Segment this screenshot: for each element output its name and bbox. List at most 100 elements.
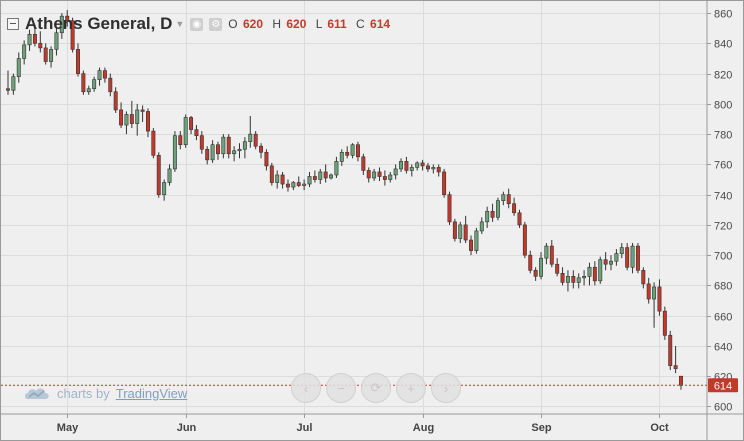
- candle-down: [253, 131, 258, 150]
- tradingview-link[interactable]: TradingView: [115, 385, 188, 401]
- candle-up: [485, 206, 490, 228]
- y-tick-label: 840: [714, 39, 732, 51]
- candle-body: [587, 266, 592, 277]
- y-axis[interactable]: 6006206406606807007207407607808008208408…: [707, 9, 732, 414]
- watermark-prefix: charts by: [57, 385, 110, 401]
- candle-body: [307, 176, 312, 185]
- candle-up: [135, 103, 140, 136]
- candle-body: [614, 253, 619, 262]
- x-tick-label: Sep: [531, 422, 551, 434]
- candle-up: [242, 137, 247, 159]
- candle-down: [425, 162, 430, 172]
- candle-up: [598, 256, 603, 284]
- candle-body: [630, 245, 635, 268]
- candle-body: [361, 156, 366, 171]
- symbol-title[interactable]: Athens General, D: [25, 14, 173, 33]
- candle-up: [334, 156, 339, 178]
- candle-body: [528, 254, 533, 271]
- candle-body: [641, 269, 646, 285]
- candle-down: [361, 153, 366, 175]
- last-price-label: 614: [714, 380, 732, 392]
- x-tick-label: Jul: [297, 422, 313, 434]
- candle-down: [641, 267, 646, 289]
- candle-body: [673, 365, 678, 369]
- plot-area[interactable]: [1, 1, 707, 414]
- candle-body: [533, 269, 538, 277]
- candle-down: [506, 188, 511, 209]
- y-tick-label: 700: [714, 251, 732, 263]
- ohlc-values: O 620 H 620 L 611 C 614: [228, 17, 396, 31]
- candle-down: [81, 70, 86, 95]
- candle-down: [469, 235, 473, 256]
- candle-down: [108, 73, 113, 97]
- zoom-out-button[interactable]: −: [326, 373, 356, 403]
- candle-down: [522, 221, 527, 259]
- candle-body: [280, 174, 285, 185]
- candle-body: [479, 221, 484, 232]
- candle-down: [668, 330, 673, 371]
- candle-body: [657, 286, 662, 312]
- caret-down-icon[interactable]: ▼: [175, 19, 185, 29]
- candle-up: [27, 29, 32, 51]
- reset-button[interactable]: ⟳: [361, 373, 391, 403]
- high-label: H: [272, 17, 282, 31]
- candle-body: [377, 171, 382, 177]
- candle-body: [183, 117, 188, 146]
- candle-body: [178, 135, 183, 146]
- minimize-icon[interactable]: [7, 18, 19, 30]
- zoom-in-button[interactable]: +: [396, 373, 426, 403]
- candle-body: [242, 141, 247, 150]
- candle-down: [65, 10, 70, 27]
- candle-up: [307, 171, 312, 188]
- candle-body: [189, 117, 194, 130]
- candle-body: [162, 182, 167, 195]
- candle-down: [285, 179, 290, 192]
- candle-up: [92, 76, 97, 92]
- candle-down: [269, 162, 274, 186]
- candle-body: [372, 171, 377, 179]
- candle-down: [38, 31, 43, 53]
- candle-up: [350, 143, 355, 159]
- candle-down: [102, 67, 107, 83]
- eye-icon[interactable]: ◉: [190, 17, 204, 31]
- last-price-tag: 614: [708, 378, 738, 393]
- candle-up: [630, 243, 635, 274]
- cloud-logo-icon: [25, 388, 49, 399]
- candle-down: [151, 128, 156, 159]
- candle-body: [11, 76, 16, 91]
- candle-body: [452, 221, 457, 239]
- candle-body: [226, 136, 231, 155]
- candle-down: [140, 105, 145, 123]
- candle-body: [560, 273, 565, 283]
- gear-icon[interactable]: ⚙: [209, 17, 223, 31]
- candle-down: [76, 43, 80, 77]
- candle-body: [156, 155, 161, 195]
- candle-down: [404, 156, 409, 174]
- y-tick-label: 780: [714, 130, 732, 142]
- candle-down: [662, 306, 667, 340]
- y-tick-label: 860: [714, 9, 732, 21]
- candle-body: [264, 151, 269, 167]
- scroll-left-button[interactable]: ‹: [291, 373, 321, 403]
- candle-up: [167, 164, 172, 186]
- candle-up: [652, 282, 657, 328]
- scroll-right-button[interactable]: ›: [431, 373, 461, 403]
- candle-up: [619, 243, 624, 259]
- candle-body: [199, 135, 204, 150]
- candle-body: [598, 259, 603, 282]
- candle-down: [129, 100, 134, 129]
- candle-up: [495, 197, 500, 221]
- candle-down: [259, 143, 264, 159]
- candle-up: [248, 115, 253, 148]
- candle-up: [291, 181, 296, 191]
- candle-up: [458, 221, 463, 244]
- candle-body: [146, 111, 150, 132]
- y-tick-label: 600: [714, 402, 732, 414]
- tradingview-watermark[interactable]: charts by TradingView: [23, 385, 187, 401]
- candle-body: [65, 15, 70, 21]
- candle-body: [92, 79, 97, 90]
- candle-down: [646, 277, 651, 304]
- candle-down: [216, 141, 220, 160]
